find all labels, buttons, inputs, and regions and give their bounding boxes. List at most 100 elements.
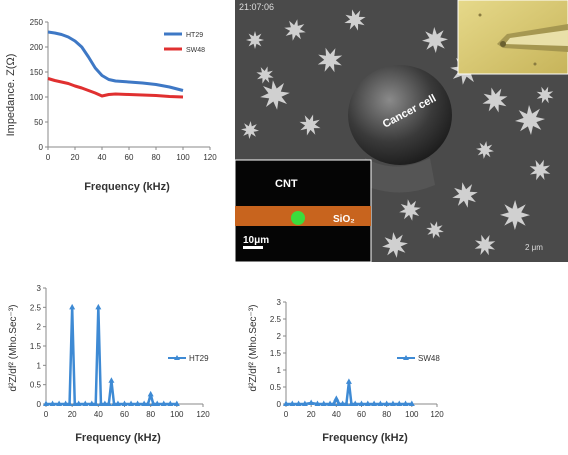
data-point xyxy=(345,378,352,384)
data-point xyxy=(371,400,378,406)
y-tick-label: 2.5 xyxy=(30,303,42,312)
data-point xyxy=(408,400,415,406)
x-tick-label: 0 xyxy=(44,410,49,419)
scale-bar-label: 10μm xyxy=(243,235,269,246)
pipette-inset xyxy=(457,0,568,75)
data-point xyxy=(56,400,63,406)
sw48-derivative-chart-legend: SW48 xyxy=(397,354,440,363)
ht29-derivative-chart-xlabel: Frequency (kHz) xyxy=(75,432,161,444)
nanotube-flake xyxy=(426,221,444,239)
data-point xyxy=(167,400,174,406)
y-tick-label: 3 xyxy=(37,284,42,293)
data-point xyxy=(320,400,327,406)
x-tick-label: 120 xyxy=(430,410,444,419)
nanotube-flake xyxy=(317,47,343,73)
y-tick-label: 0.5 xyxy=(270,383,282,392)
data-point xyxy=(314,400,321,406)
y-tick-label: 2 xyxy=(277,332,282,341)
nanotube-flake xyxy=(260,80,290,110)
x-tick-label: 40 xyxy=(98,153,107,162)
timestamp: 21:07:06 xyxy=(239,2,274,12)
x-tick-label: 40 xyxy=(332,410,341,419)
data-point xyxy=(348,400,355,406)
nanotube-flake xyxy=(452,182,478,208)
ht29-derivative-chart-legend: HT29 xyxy=(168,354,209,363)
data-point xyxy=(402,400,409,406)
x-tick-label: 120 xyxy=(203,153,217,162)
impedance-chart: 0 20 40 60 80 100 120 0 50 100 150 200 250 Impedance… xyxy=(5,18,218,193)
legend-marker-ht29-derivative xyxy=(174,355,180,360)
nanotube-flake xyxy=(482,87,508,113)
ht29-derivative-chart-axes: 0 20 40 60 80 100 120 0 0.5 1 1.5 2 2.5 3 xyxy=(30,284,210,419)
series-line-ht29 xyxy=(46,306,177,406)
nanotube-flake xyxy=(284,19,306,41)
y-tick-label: 100 xyxy=(30,93,44,102)
data-point xyxy=(289,400,296,406)
x-tick-label: 120 xyxy=(196,410,210,419)
nanotube-flake xyxy=(241,121,259,139)
nanotube-flake xyxy=(529,159,551,181)
x-tick-label: 0 xyxy=(284,410,289,419)
data-point xyxy=(43,400,49,406)
data-point xyxy=(121,400,128,406)
data-point xyxy=(49,400,56,406)
scale-bar xyxy=(243,246,263,249)
data-point xyxy=(88,400,95,406)
sem-scale-label: 2 μm xyxy=(525,243,543,252)
y-tick-label: 1.5 xyxy=(30,342,42,351)
cnt-label: CNT xyxy=(275,178,298,190)
impedance-chart-legend: HT29 SW48 xyxy=(164,32,205,54)
y-tick-label: 1.5 xyxy=(270,349,282,358)
y-tick-label: 200 xyxy=(30,43,44,52)
y-tick-label: 50 xyxy=(34,118,43,127)
data-point xyxy=(145,400,152,406)
legend-label-ht29-derivative: HT29 xyxy=(189,354,209,363)
x-tick-label: 40 xyxy=(94,410,103,419)
data-point xyxy=(82,400,89,406)
legend-marker-sw48-derivative xyxy=(403,355,409,360)
y-tick-label: 0 xyxy=(39,143,44,152)
x-tick-label: 80 xyxy=(152,153,161,162)
nanotube-flake xyxy=(256,66,274,84)
data-point xyxy=(150,400,157,406)
data-point xyxy=(327,400,334,406)
legend-label-sw48-derivative: SW48 xyxy=(418,354,440,363)
cancer-cell xyxy=(348,65,452,165)
data-point xyxy=(343,400,350,406)
x-tick-label: 20 xyxy=(71,153,80,162)
data-point xyxy=(339,400,346,406)
sw48-derivative-chart-series xyxy=(283,378,415,406)
data-point xyxy=(147,390,154,397)
y-tick-label: 1 xyxy=(37,361,42,370)
x-tick-label: 100 xyxy=(176,153,190,162)
impedance-chart-axes: 0 20 40 60 80 100 120 0 50 100 150 200 250 xyxy=(30,18,218,162)
impedance-chart-ylabel: Impedance. Z(Ω) xyxy=(5,54,17,137)
data-point xyxy=(128,400,135,406)
data-point xyxy=(364,400,371,406)
sem-micrograph-image: Cancer cell 21:07:06 2 μm CNT SiO₂ 10μm xyxy=(235,0,568,262)
series-line-ht29 xyxy=(47,30,184,92)
data-point xyxy=(62,400,69,406)
y-tick-label: 3 xyxy=(277,298,282,307)
y-tick-label: 150 xyxy=(30,68,44,77)
data-point xyxy=(141,400,148,406)
nanotube-flake xyxy=(382,232,408,258)
data-point xyxy=(295,400,302,406)
sio2-label: SiO₂ xyxy=(333,214,355,225)
data-point xyxy=(105,400,112,406)
x-tick-label: 60 xyxy=(120,410,129,419)
data-point xyxy=(154,400,161,406)
x-tick-label: 100 xyxy=(170,410,184,419)
x-tick-label: 0 xyxy=(46,153,51,162)
ht29-derivative-chart-series xyxy=(43,303,180,406)
data-point xyxy=(111,400,118,406)
data-point xyxy=(352,400,359,406)
sw48-derivative-chart: 0 20 40 60 80 100 120 0 0.5 1 1.5 2 2.5 3 d²Z/df² (Mh… xyxy=(248,298,444,444)
sw48-derivative-chart-xlabel: Frequency (kHz) xyxy=(322,432,408,444)
data-point xyxy=(75,400,82,406)
data-point xyxy=(134,400,141,406)
fluorescent-cell xyxy=(291,211,305,225)
data-point xyxy=(358,400,365,406)
x-tick-label: 80 xyxy=(146,410,155,419)
nanotube-flake xyxy=(500,200,530,230)
